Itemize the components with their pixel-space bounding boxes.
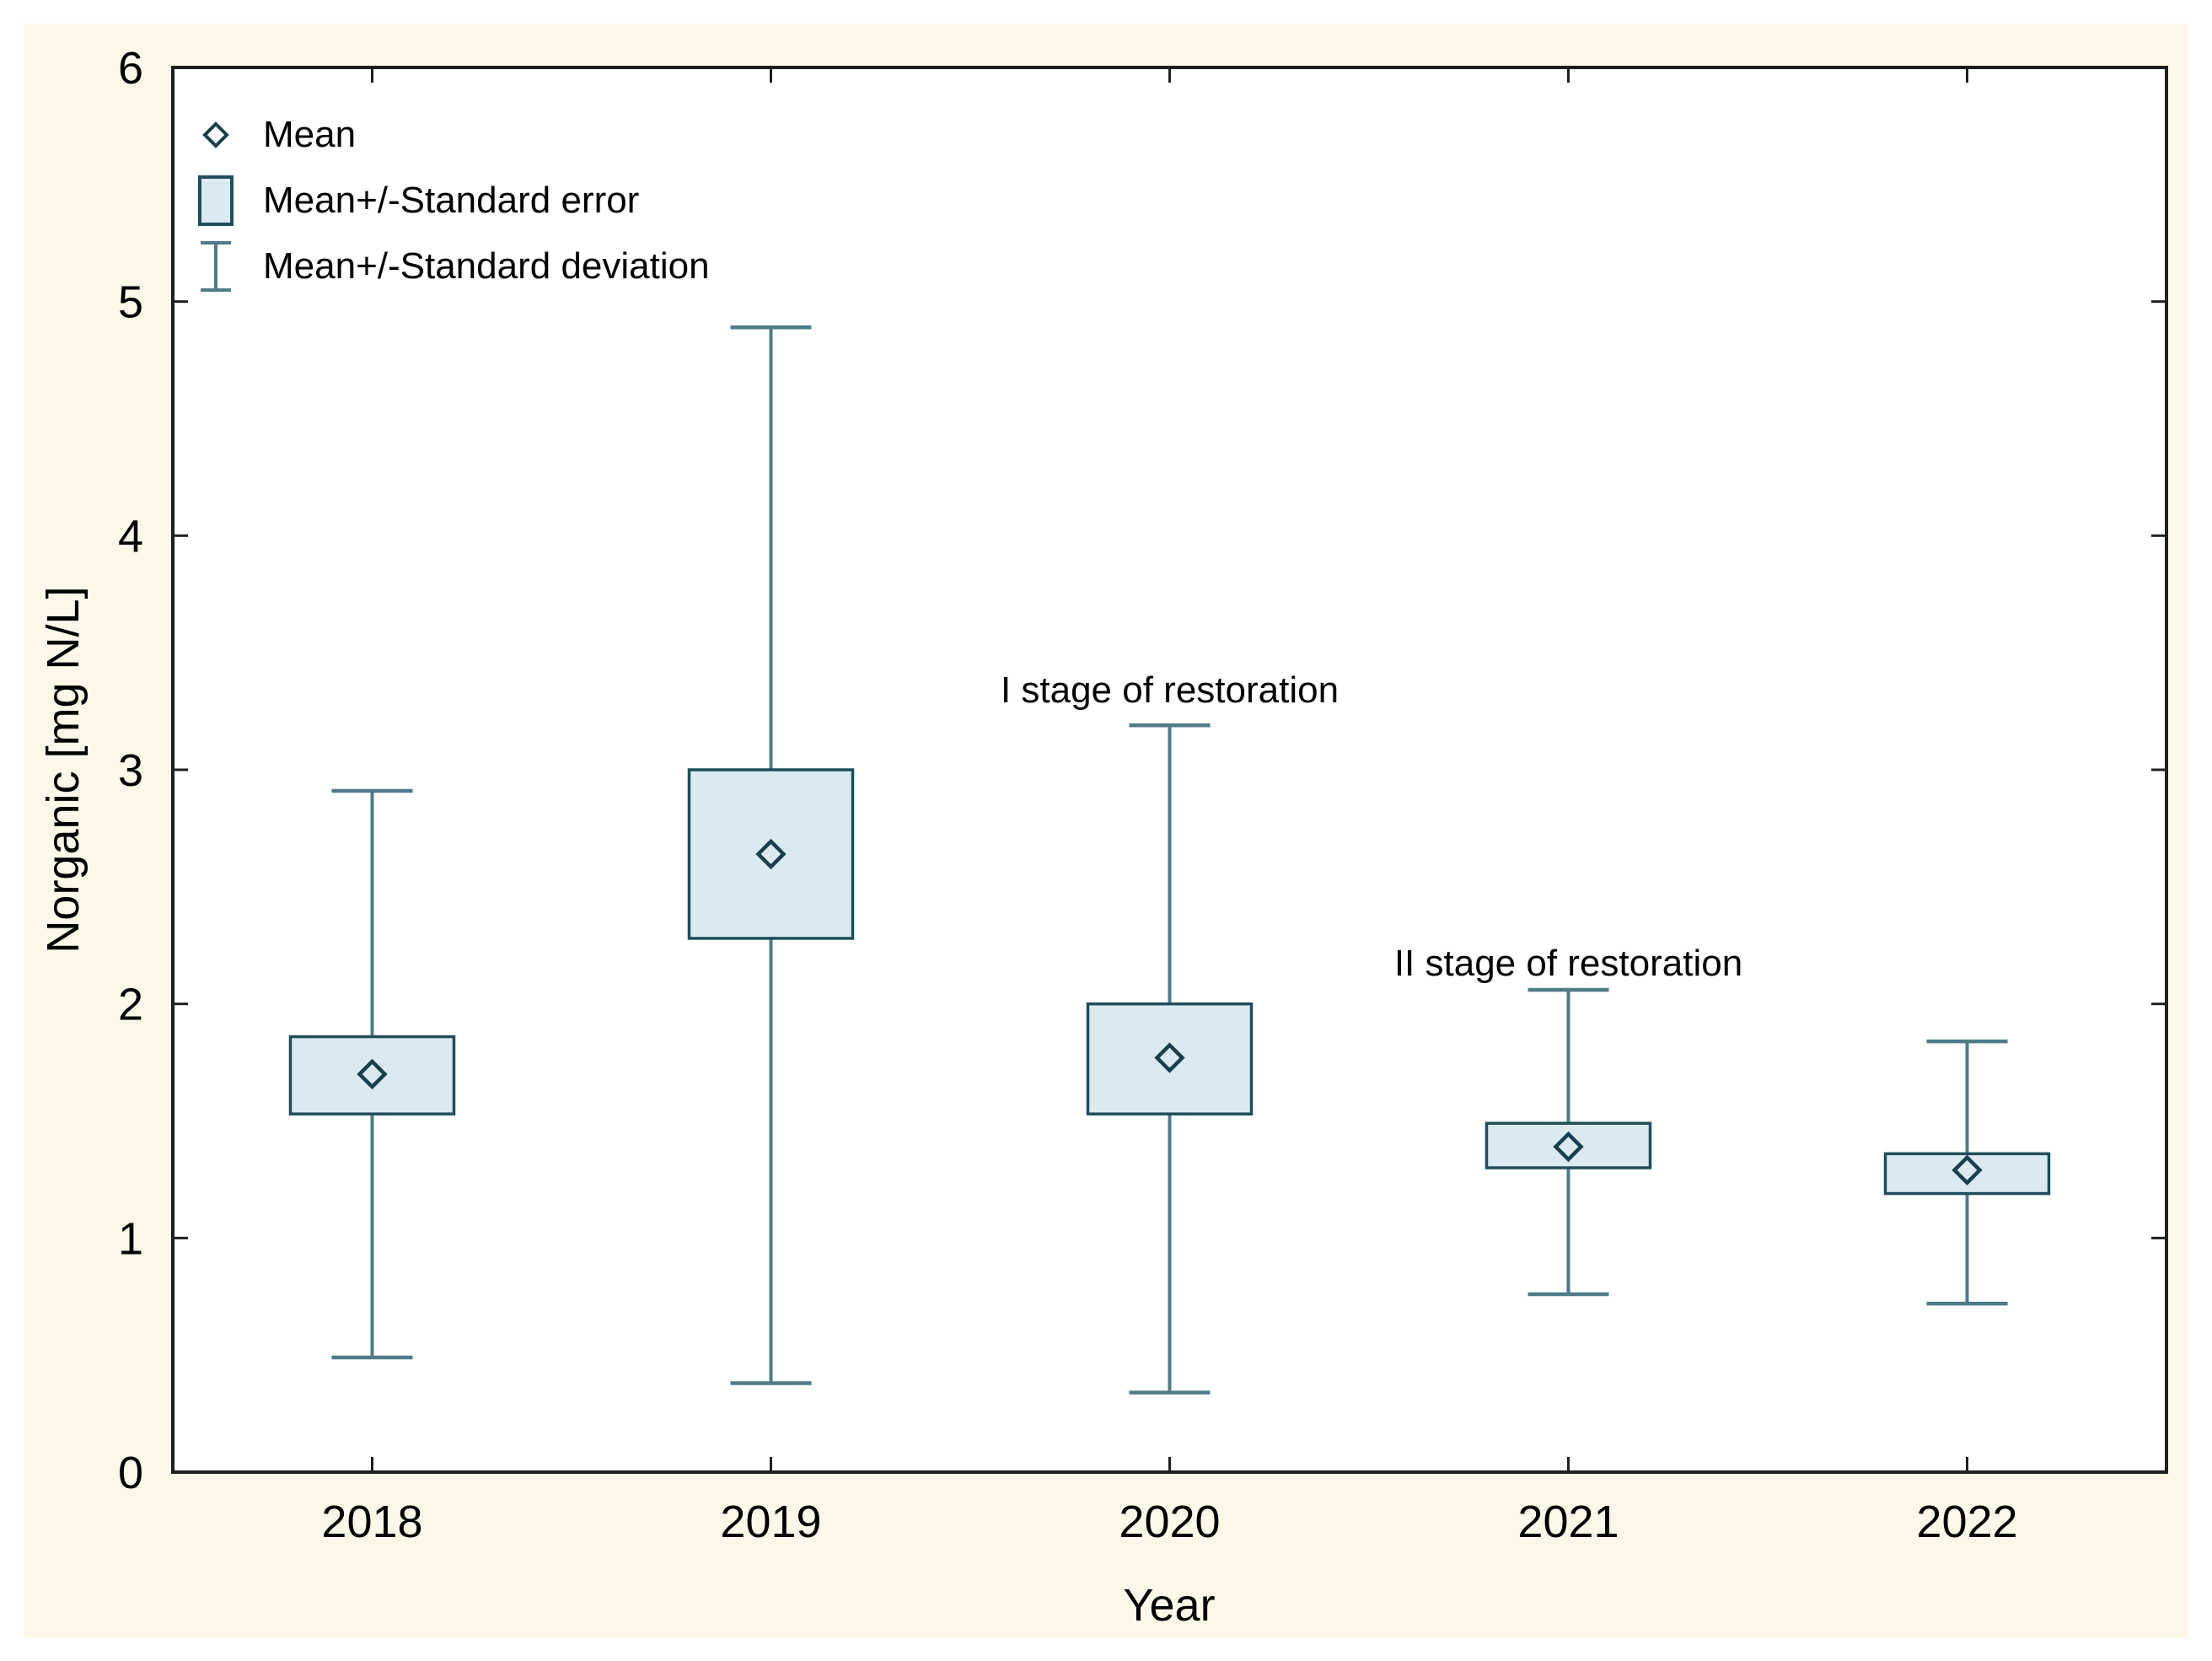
se-box-2018 xyxy=(288,1035,456,1115)
legend-item-mean: Mean xyxy=(196,102,710,168)
annotation-stage1: I stage of restoration xyxy=(1000,669,1340,711)
mean-diamond-2021 xyxy=(1553,1131,1584,1163)
y-tick-label: 2 xyxy=(118,980,143,1030)
mean-diamond-2019 xyxy=(755,838,787,870)
y-axis-title: Norganic [mg N/L] xyxy=(38,586,89,954)
mean-diamond-2020 xyxy=(1154,1042,1185,1073)
legend-label-mean: Mean xyxy=(263,114,357,155)
mean-diamond-2022 xyxy=(1952,1154,1983,1185)
y-tick-label: 3 xyxy=(118,745,143,796)
mean-diamond-2018 xyxy=(357,1058,388,1090)
y-tick-label: 6 xyxy=(118,43,143,94)
x-axis-title: Year xyxy=(1123,1580,1216,1631)
legend-item-standard-deviation: Mean+/-Standard deviation xyxy=(196,234,710,299)
y-tick-label: 4 xyxy=(118,511,143,562)
x-tick-label: 2019 xyxy=(720,1497,821,1547)
legend-item-standard-error: Mean+/-Standard error xyxy=(196,168,710,234)
standard-error-box-icon xyxy=(196,175,236,227)
se-box-2019 xyxy=(687,768,855,940)
standard-deviation-whisker-icon xyxy=(196,239,236,294)
legend: Mean Mean+/-Standard error Mean+/-Standa… xyxy=(196,102,710,299)
x-tick-label: 2021 xyxy=(1517,1497,1619,1547)
x-tick-label: 2020 xyxy=(1119,1497,1220,1547)
annotation-stage2: II stage of restoration xyxy=(1393,943,1743,985)
y-tick-label: 0 xyxy=(118,1448,143,1498)
y-tick-label: 5 xyxy=(118,277,143,328)
x-tick-label: 2018 xyxy=(321,1497,422,1547)
se-box-2020 xyxy=(1086,1002,1254,1115)
legend-label-standard-deviation: Mean+/-Standard deviation xyxy=(263,245,710,287)
x-tick-label: 2022 xyxy=(1916,1497,2017,1547)
y-tick-label: 1 xyxy=(118,1213,143,1264)
legend-label-standard-error: Mean+/-Standard error xyxy=(263,180,640,221)
se-box-2022 xyxy=(1883,1152,2051,1196)
mean-diamond-icon xyxy=(196,121,236,149)
